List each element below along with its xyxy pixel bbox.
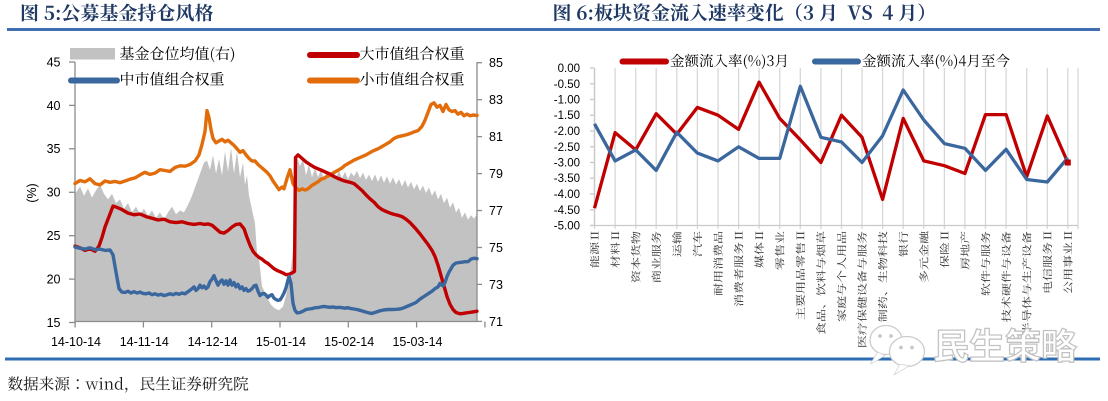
svg-text:25: 25	[47, 229, 61, 243]
svg-text:15-01-14: 15-01-14	[256, 335, 306, 349]
svg-text:15-02-14: 15-02-14	[324, 335, 374, 349]
svg-text:30: 30	[47, 186, 61, 200]
svg-text:-3.50: -3.50	[554, 173, 580, 185]
svg-text:15-03-14: 15-03-14	[392, 335, 442, 349]
svg-text:-3.00: -3.00	[554, 158, 580, 170]
svg-text:15: 15	[47, 316, 61, 330]
svg-text:(%): (%)	[25, 183, 39, 202]
svg-text:40: 40	[47, 99, 61, 113]
svg-text:81: 81	[489, 130, 503, 144]
svg-text:-0.50: -0.50	[554, 79, 580, 91]
svg-text:-5.00: -5.00	[554, 221, 580, 233]
svg-text:75: 75	[489, 241, 503, 255]
svg-text:-1.00: -1.00	[554, 95, 580, 107]
svg-text:14-10-14: 14-10-14	[51, 335, 101, 349]
svg-text:77: 77	[489, 204, 503, 218]
svg-text:79: 79	[489, 167, 503, 181]
svg-text:-4.00: -4.00	[554, 189, 580, 201]
svg-text:14-12-14: 14-12-14	[188, 335, 238, 349]
svg-text:-4.50: -4.50	[554, 205, 580, 217]
svg-text:-1.50: -1.50	[554, 110, 580, 122]
svg-text:0.00: 0.00	[558, 63, 580, 75]
svg-text:-2.00: -2.00	[554, 126, 580, 138]
svg-text:85: 85	[489, 56, 503, 70]
svg-text:45: 45	[47, 55, 61, 69]
svg-text:35: 35	[47, 142, 61, 156]
svg-text:73: 73	[489, 278, 503, 292]
svg-text:83: 83	[489, 93, 503, 107]
svg-text:71: 71	[489, 315, 503, 329]
svg-text:-2.50: -2.50	[554, 142, 580, 154]
svg-text:14-11-14: 14-11-14	[120, 335, 169, 349]
svg-text:20: 20	[47, 273, 61, 287]
